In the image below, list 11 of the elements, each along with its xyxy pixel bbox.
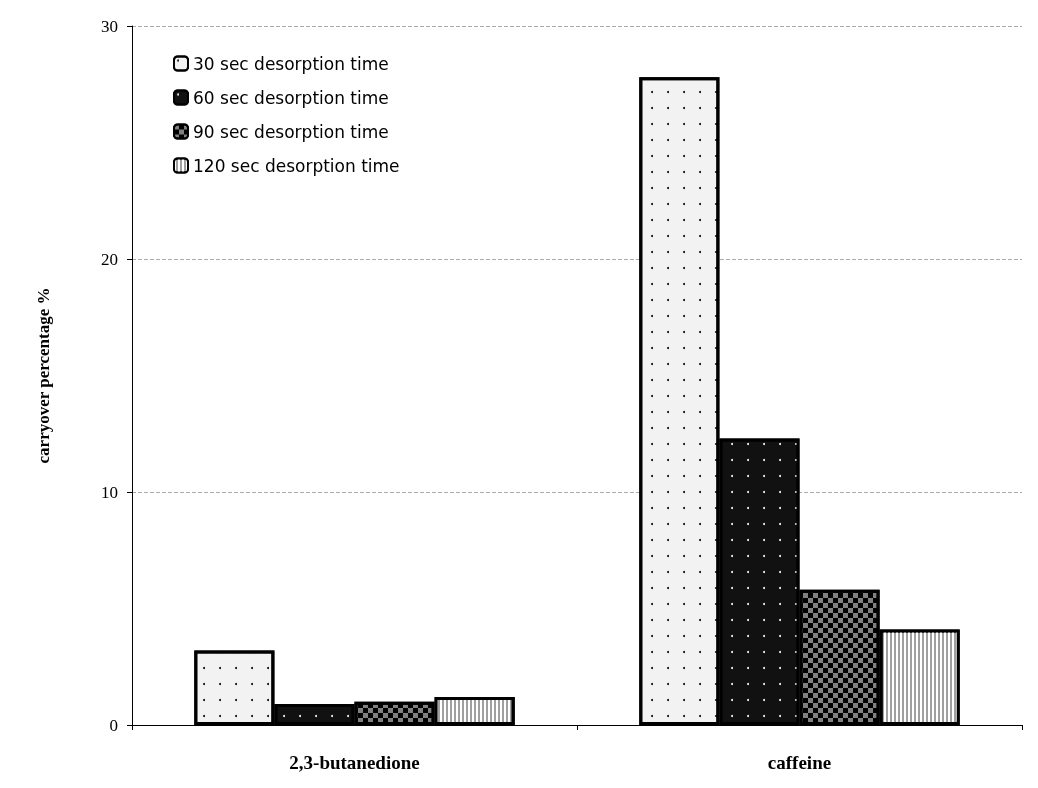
y-tick-label: 20 (101, 249, 118, 269)
legend-label: 30 sec desorption time (193, 53, 389, 74)
legend-label: 60 sec desorption time (193, 87, 389, 108)
x-tick-label: 2,3-butanedione (289, 752, 420, 773)
y-tick-label: 10 (101, 482, 118, 502)
legend-label: 120 sec desorption time (193, 155, 400, 176)
x-tick-label: caffeine (767, 752, 832, 773)
y-axis-title: carryover percentage % (34, 287, 53, 464)
legend-label: 90 sec desorption time (193, 121, 389, 142)
y-tick-label: 0 (109, 715, 118, 735)
y-tick-label: 30 (101, 16, 118, 36)
